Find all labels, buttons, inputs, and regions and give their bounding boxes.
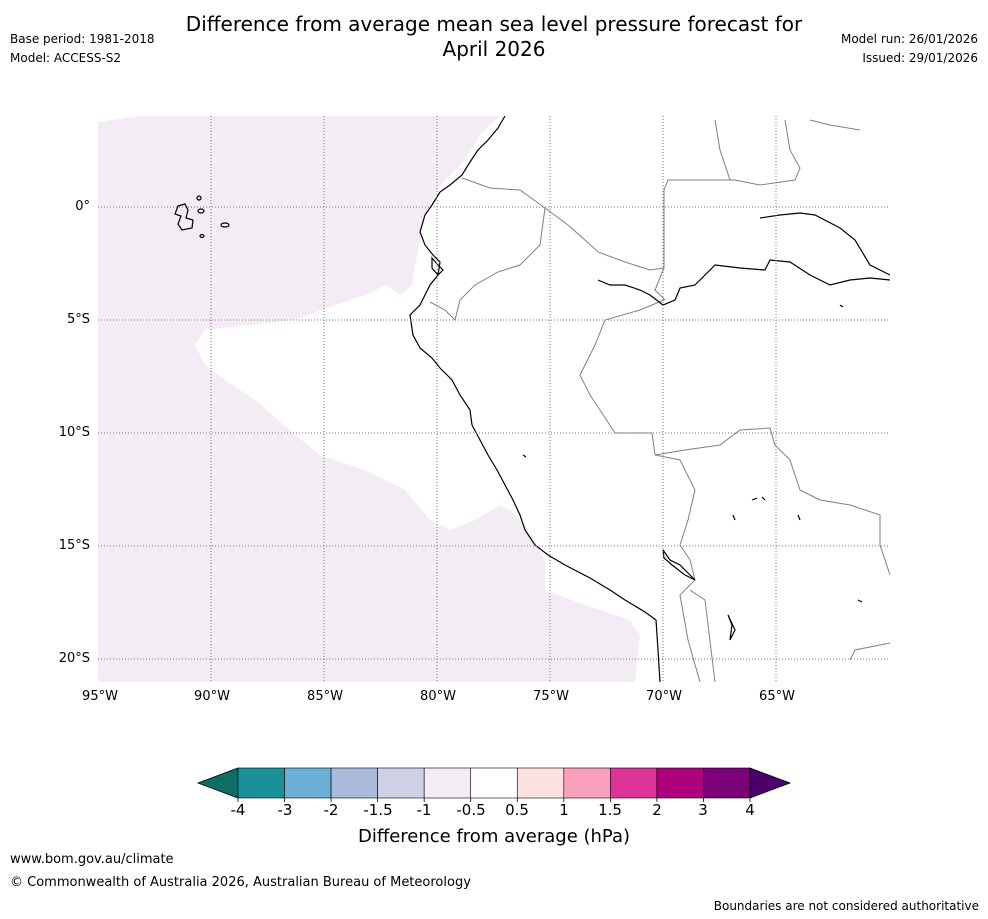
- footer-disclaimer: Boundaries are not considered authoritat…: [713, 899, 979, 913]
- colorbar-tick-label: -0.5: [456, 801, 486, 819]
- colorbar-title: Difference from average (hPa): [357, 826, 631, 847]
- lon-label-70w: 70°W: [646, 689, 682, 704]
- lon-label-80w: 80°W: [420, 689, 456, 704]
- title-line-2: April 2026: [442, 37, 546, 61]
- country-borders: [429, 119, 890, 682]
- colorbar-extend-min: [196, 767, 239, 799]
- colorbar-tick-label: -3: [277, 801, 293, 819]
- colorbar-swatch: [284, 767, 332, 799]
- colorbar-swatch: [516, 767, 565, 799]
- colorbar-tick-label: 1: [559, 801, 569, 819]
- model-name: Model: ACCESS-S2: [10, 51, 122, 65]
- colorbar-tick-label: -4: [230, 801, 246, 819]
- model-run: Model run: 26/01/2026: [840, 32, 978, 46]
- colorbar-extend-max: [749, 767, 792, 799]
- colorbar-tick-label: 2: [652, 801, 662, 819]
- title-line-1: Difference from average mean sea level p…: [185, 12, 803, 36]
- lat-label-0: 0°: [75, 199, 90, 214]
- lon-label-75w: 75°W: [533, 689, 569, 704]
- meta-right: Model run: 26/01/2026 Issued: 29/01/2026: [841, 30, 978, 68]
- lon-label-85w: 85°W: [307, 689, 343, 704]
- footer-url[interactable]: www.bom.gov.au/climate: [10, 852, 174, 867]
- colorbar-tick-label: 0.5: [505, 801, 529, 819]
- map-area: [98, 116, 890, 682]
- lat-label-10s: 10°S: [58, 425, 90, 440]
- galapagos-islands: [174, 195, 230, 239]
- lon-label-90w: 90°W: [194, 689, 230, 704]
- lon-label-95w: 95°W: [82, 689, 118, 704]
- colorbar-swatch: [656, 767, 704, 799]
- colorbar-tick-label: -2: [323, 801, 339, 819]
- colorbar-swatch: [610, 767, 658, 799]
- issued-date: Issued: 29/01/2026: [862, 51, 978, 65]
- colorbar-tick-label: 4: [745, 801, 755, 819]
- colorbar-swatch: [423, 767, 472, 799]
- gridlines: [98, 116, 890, 682]
- colorbar-tick-label: 3: [698, 801, 708, 819]
- colorbar-swatch: [330, 767, 378, 799]
- meta-left: Base period: 1981-2018 Model: ACCESS-S2: [10, 30, 155, 68]
- anomaly-region-0.5-1: [98, 116, 640, 682]
- lat-label-20s: 20°S: [58, 651, 90, 666]
- chart-title: Difference from average mean sea level p…: [0, 12, 988, 62]
- colorbar-swatch: [237, 767, 285, 799]
- colorbar-tick-label: -1: [416, 801, 432, 819]
- colorbar-swatch: [703, 767, 751, 799]
- footer-copyright: © Commonwealth of Australia 2026, Austra…: [10, 875, 471, 890]
- lat-label-5s: 5°S: [66, 312, 90, 327]
- colorbar-tick-label: 1.5: [598, 801, 622, 819]
- base-period: Base period: 1981-2018: [10, 32, 155, 46]
- colorbar: [196, 767, 792, 802]
- colorbar-swatch: [563, 767, 611, 799]
- colorbar-tick-label: -1.5: [363, 801, 393, 819]
- colorbar-swatch: [470, 767, 518, 799]
- lat-label-15s: 15°S: [58, 538, 90, 553]
- lon-label-65w: 65°W: [759, 689, 795, 704]
- colorbar-swatch: [377, 767, 425, 799]
- coastlines: [409, 116, 890, 682]
